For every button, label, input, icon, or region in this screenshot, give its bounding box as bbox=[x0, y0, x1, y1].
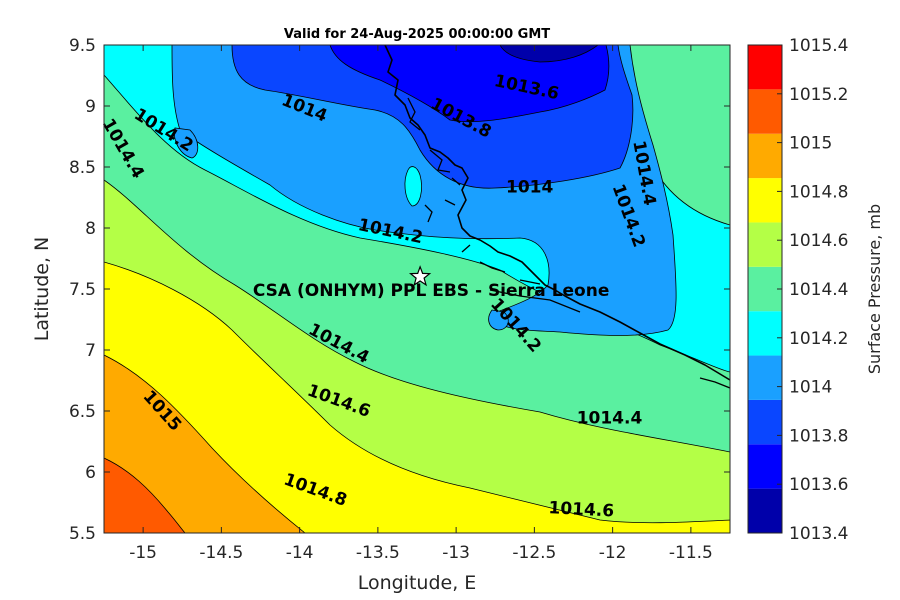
y-tick-label: 9.5 bbox=[69, 36, 96, 56]
colorbar-tick-label: 1015 bbox=[789, 134, 832, 154]
contour-label: 1014.6 bbox=[548, 498, 615, 521]
y-axis-label: Latitude, N bbox=[31, 237, 53, 342]
colorbar-tick-label: 1014.2 bbox=[789, 329, 848, 349]
y-tick-label: 5.5 bbox=[69, 524, 96, 544]
colorbar-segment bbox=[748, 89, 782, 134]
colorbar-segment bbox=[748, 355, 782, 400]
y-axis-ticks: 5.5 6 6.5 7 7.5 8 8.5 9 9.5 bbox=[69, 36, 730, 544]
band-1014-8 bbox=[104, 261, 730, 533]
star-icon bbox=[408, 265, 432, 287]
colorbar-segment bbox=[748, 133, 782, 179]
colorbar-segment bbox=[748, 488, 782, 533]
band-1013-4 bbox=[499, 45, 599, 63]
x-tick-label: -12 bbox=[599, 543, 627, 563]
x-axis-ticks: -15 -14.5 -14 -13.5 -13 -12.5 -12 -11.5 bbox=[129, 45, 713, 563]
x-tick-label: -13 bbox=[442, 543, 470, 563]
y-tick-label: 6.5 bbox=[69, 402, 96, 422]
colorbar-segment bbox=[748, 444, 782, 489]
low-pocket-1014-south bbox=[488, 309, 509, 331]
colorbar-tick-label: 1014.4 bbox=[789, 280, 848, 300]
y-tick-label: 7.5 bbox=[69, 280, 96, 300]
y-tick-label: 8 bbox=[85, 219, 96, 239]
x-tick-label: -14 bbox=[286, 543, 314, 563]
colorbar-tick-label: 1013.4 bbox=[789, 524, 848, 544]
colorbar-segment bbox=[748, 178, 782, 223]
site-marker: CSA (ONHYM) PPL EBS - Sierra Leone bbox=[253, 265, 610, 301]
high-pocket-1014-2 bbox=[404, 166, 422, 207]
band-1015 bbox=[104, 354, 306, 533]
colorbar-tick-label: 1014 bbox=[789, 378, 832, 398]
colorbar-segment bbox=[748, 222, 782, 267]
pressure-field bbox=[104, 45, 730, 533]
colorbar-segment bbox=[748, 45, 782, 90]
band-1015-2 bbox=[104, 457, 186, 533]
site-label: CSA (ONHYM) PPL EBS - Sierra Leone bbox=[253, 281, 610, 301]
colorbar-tick-label: 1015.4 bbox=[789, 36, 848, 56]
contour-label: 1014 bbox=[506, 178, 553, 198]
y-tick-label: 8.5 bbox=[69, 158, 96, 178]
colorbar-tick-label: 1013.8 bbox=[789, 426, 848, 446]
colorbar-tick-label: 1014.8 bbox=[789, 182, 848, 202]
low-pocket-1014 bbox=[173, 127, 199, 159]
x-axis-label: Longitude, E bbox=[358, 572, 477, 594]
y-tick-label: 7 bbox=[85, 341, 96, 361]
y-tick-label: 9 bbox=[85, 97, 96, 117]
colorbar-tick-label: 1015.2 bbox=[789, 85, 848, 105]
y-tick-label: 6 bbox=[85, 463, 96, 483]
figure-title: Valid for 24-Aug-2025 00:00:00 GMT bbox=[284, 27, 550, 42]
x-tick-label: -13.5 bbox=[356, 543, 400, 563]
x-tick-label: -14.5 bbox=[199, 543, 243, 563]
colorbar-segment bbox=[748, 266, 782, 312]
colorbar-tick-label: 1014.6 bbox=[789, 231, 848, 251]
contour-label: 1014.4 bbox=[577, 408, 643, 428]
x-tick-label: -11.5 bbox=[669, 543, 713, 563]
coastline-detail bbox=[407, 97, 730, 389]
colorbar-segment bbox=[748, 311, 782, 356]
colorbar-label: Surface Pressure, mb bbox=[865, 204, 884, 374]
colorbar-tick-label: 1013.6 bbox=[789, 475, 848, 495]
x-tick-label: -15 bbox=[129, 543, 157, 563]
band-1013-6 bbox=[329, 45, 610, 123]
colorbar: 1013.4 1013.6 1013.8 1014 1014.2 1014.4 1014.6… bbox=[747, 36, 848, 544]
x-tick-label: -12.5 bbox=[512, 543, 556, 563]
colorbar-segment bbox=[748, 399, 782, 445]
coastline bbox=[384, 45, 730, 381]
